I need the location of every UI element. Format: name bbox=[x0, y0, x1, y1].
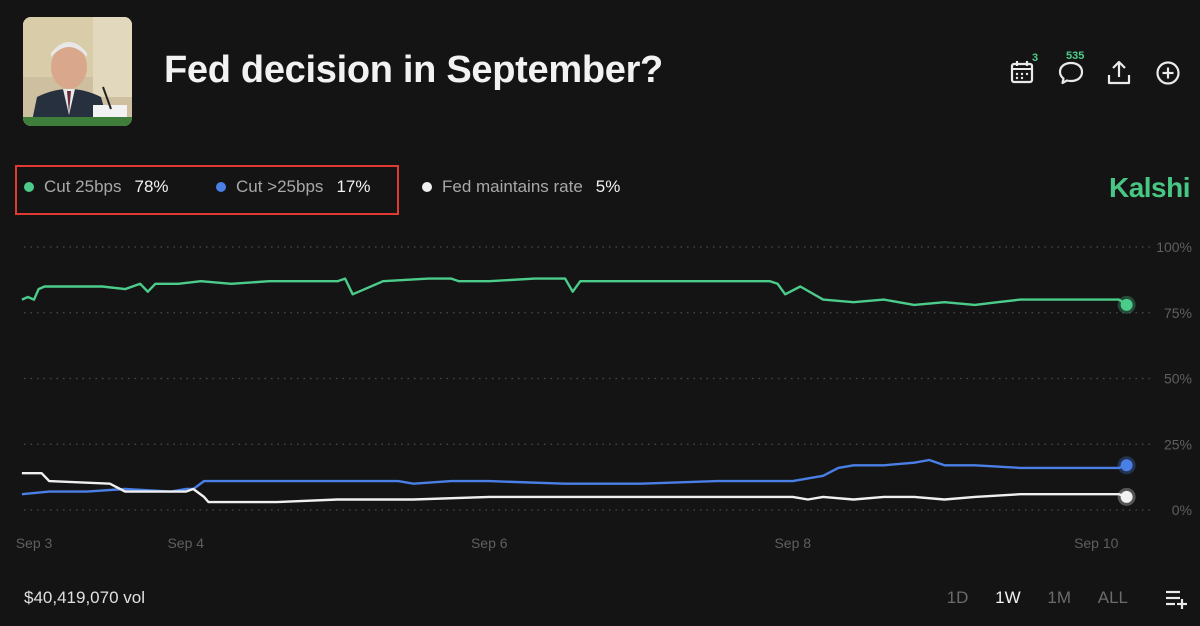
legend-label: Cut >25bps bbox=[236, 177, 324, 196]
range-1m[interactable]: 1M bbox=[1047, 588, 1072, 607]
volume-text: $40,419,070 vol bbox=[24, 588, 145, 607]
series-end-dot-2 bbox=[1120, 459, 1133, 472]
range-selector: 1D 1W 1M ALL bbox=[925, 588, 1128, 608]
calendar-button[interactable] bbox=[1008, 58, 1038, 88]
list-add-icon bbox=[1166, 590, 1187, 609]
range-1d[interactable]: 1D bbox=[946, 588, 969, 607]
legend-label: Cut 25bps bbox=[44, 177, 122, 196]
header-actions: 3 535 bbox=[1000, 50, 1190, 92]
legend-item-cut-over-25bps[interactable]: Cut >25bps 17% bbox=[216, 177, 370, 197]
probability-chart: 0% 25% 50% 75% 100% Sep 3 Sep 4 Sep 6 Sep 8 Sep 1… bbox=[16, 239, 1192, 551]
legend-dot-white bbox=[422, 182, 432, 192]
y-tick-label: 0% bbox=[1172, 502, 1192, 518]
add-button[interactable] bbox=[1153, 58, 1183, 88]
share-button[interactable] bbox=[1104, 58, 1134, 88]
y-tick-label: 50% bbox=[1164, 371, 1192, 387]
legend-percent: 78% bbox=[134, 177, 169, 196]
series-line-1 bbox=[21, 277, 1128, 307]
y-tick-label: 100% bbox=[1156, 239, 1192, 255]
speaker-photo-image bbox=[23, 17, 132, 126]
legend-dot-blue bbox=[216, 182, 226, 192]
calendar-icon bbox=[1010, 61, 1034, 84]
market-thumbnail bbox=[23, 17, 132, 126]
legend-percent: 5% bbox=[595, 177, 621, 196]
plus-circle-icon bbox=[1156, 61, 1180, 85]
comment-icon bbox=[1058, 61, 1084, 85]
comments-count-badge: 535 bbox=[1066, 50, 1085, 62]
x-tick-label: Sep 6 bbox=[471, 535, 508, 551]
legend-dot-green bbox=[24, 182, 34, 192]
series-line-2 bbox=[21, 458, 1127, 496]
x-tick-label: Sep 10 bbox=[1074, 535, 1119, 551]
x-tick-label: Sep 3 bbox=[16, 535, 53, 551]
series-line-3 bbox=[21, 471, 1128, 504]
legend-percent: 17% bbox=[336, 177, 371, 196]
series-end-dot-3 bbox=[1120, 490, 1133, 503]
share-icon bbox=[1107, 60, 1131, 85]
calendar-count-badge: 3 bbox=[1032, 52, 1039, 64]
range-all[interactable]: ALL bbox=[1097, 588, 1128, 607]
legend-label: Fed maintains rate bbox=[442, 177, 583, 196]
range-1w[interactable]: 1W bbox=[995, 588, 1021, 607]
highlight-box bbox=[15, 165, 399, 215]
kalshi-logo: Kalshi bbox=[1108, 172, 1191, 203]
chart-settings-button[interactable] bbox=[1164, 586, 1188, 610]
legend-item-fed-maintains[interactable]: Fed maintains rate 5% bbox=[422, 177, 620, 197]
series-end-dot-1 bbox=[1120, 298, 1133, 311]
x-tick-label: Sep 4 bbox=[167, 535, 204, 551]
y-tick-label: 75% bbox=[1164, 305, 1192, 321]
market-title: Fed decision in September? bbox=[164, 49, 663, 91]
y-tick-label: 25% bbox=[1164, 436, 1192, 452]
comments-button[interactable] bbox=[1056, 58, 1086, 88]
legend-item-cut-25bps[interactable]: Cut 25bps 78% bbox=[24, 177, 169, 197]
x-tick-label: Sep 8 bbox=[774, 535, 811, 551]
